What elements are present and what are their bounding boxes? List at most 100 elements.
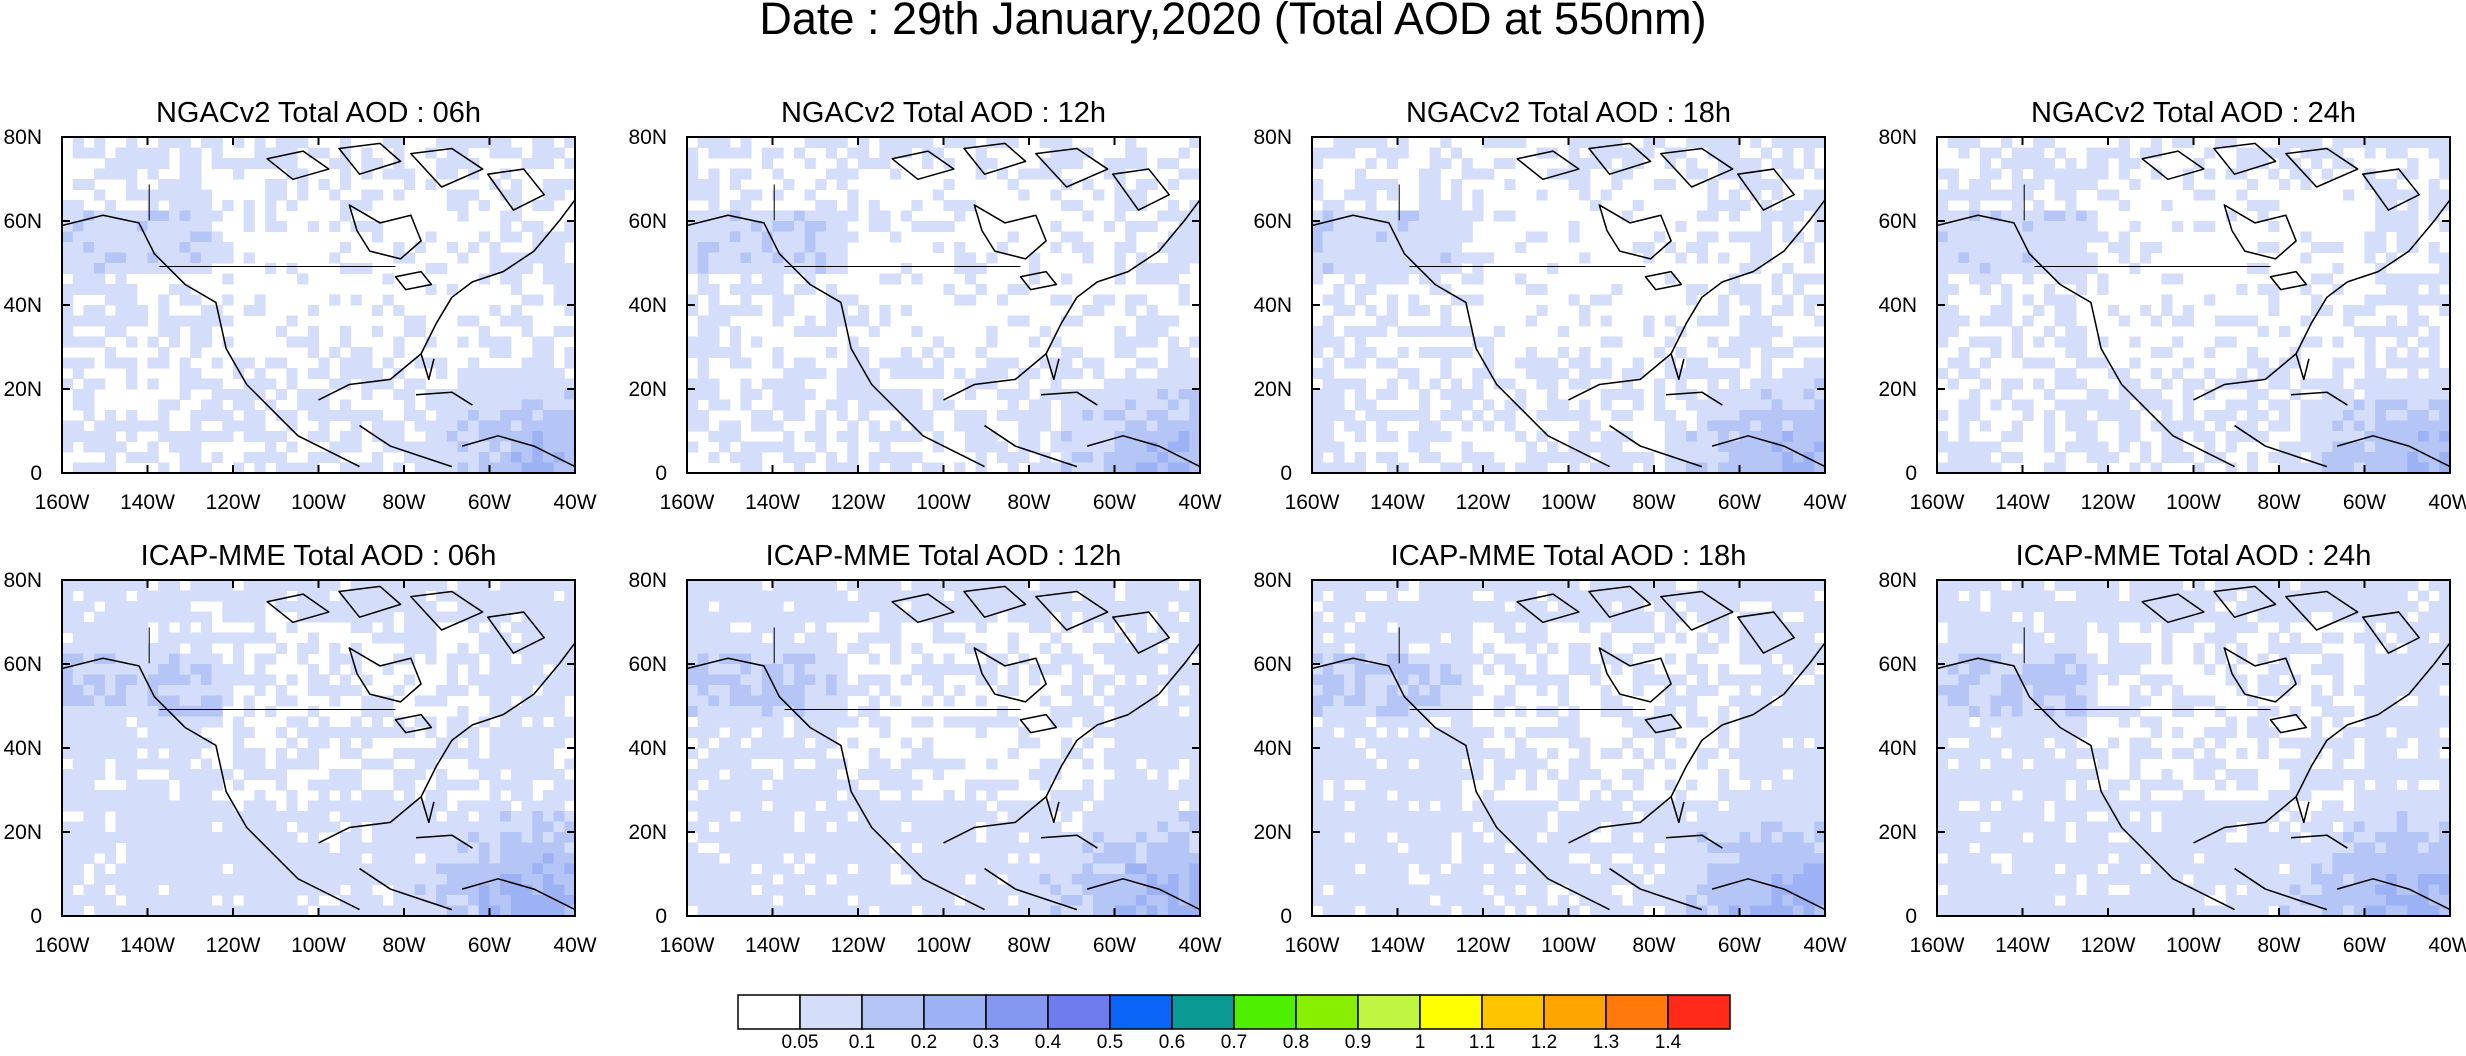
aod-cell (1969, 336, 1981, 348)
aod-cell (425, 790, 437, 801)
aod-cell (275, 884, 287, 896)
aod-cell (329, 410, 341, 421)
aod-cell (858, 580, 870, 591)
aod-cell (2011, 420, 2023, 432)
aod-cell (1429, 168, 1441, 180)
aod-cell (1718, 294, 1730, 306)
aod-cell (446, 431, 458, 442)
aod-cell (265, 431, 277, 442)
aod-cell (542, 452, 555, 463)
aod-cell (1728, 420, 1740, 432)
aod-cell (286, 874, 298, 885)
aod-cell (1803, 420, 1815, 432)
aod-cell (318, 590, 330, 602)
aod-cell (468, 242, 480, 253)
aod-cell (510, 431, 523, 442)
aod-cell (697, 263, 709, 274)
aod-cell (478, 685, 490, 696)
aod-cell (932, 336, 944, 348)
aod-cell (751, 221, 763, 232)
aod-cell (1750, 263, 1762, 274)
aod-cell (542, 263, 555, 274)
aod-cell (1365, 263, 1377, 274)
aod-cell (211, 653, 223, 665)
aod-cell (307, 832, 319, 843)
aod-cell (2075, 242, 2088, 253)
aod-cell (83, 252, 95, 264)
aod-cell (1525, 441, 1537, 453)
aod-cell (1007, 601, 1019, 612)
aod-cell (1189, 389, 1201, 400)
aod-cell (687, 347, 699, 358)
aod-cell (2311, 452, 2323, 463)
aod-cell (532, 695, 544, 707)
aod-cell (510, 821, 523, 833)
aod-cell (890, 590, 902, 602)
aod-cell (783, 410, 795, 421)
aod-cell (393, 368, 405, 379)
aod-cell (708, 284, 720, 295)
aod-cell (2140, 147, 2152, 159)
aod-cell (2279, 441, 2291, 453)
aod-cell (126, 231, 138, 243)
aod-cell (1472, 389, 1484, 400)
aod-cell (542, 137, 555, 148)
aod-cell (553, 368, 565, 379)
aod-cell (1750, 336, 1762, 348)
x-tick-label: 100W (1541, 491, 1596, 514)
aod-cell (254, 874, 266, 885)
aod-cell (783, 632, 795, 644)
aod-cell (404, 643, 416, 654)
aod-cell (1536, 378, 1548, 390)
aod-cell (1007, 399, 1019, 411)
aod-cell (94, 580, 106, 591)
aod-cell (761, 242, 773, 253)
aod-cell (1632, 399, 1644, 411)
aod-cell (1643, 315, 1655, 327)
aod-cell (1322, 431, 1334, 442)
aod-cell (1125, 368, 1137, 379)
aod-cell (297, 336, 309, 348)
aod-cell (1947, 263, 1959, 274)
aod-cell (371, 758, 384, 770)
aod-cell (708, 326, 720, 337)
aod-cell (371, 378, 384, 390)
aod-cell (1686, 284, 1698, 295)
aod-cell (1686, 389, 1698, 400)
aod-cell (158, 706, 170, 717)
aod-cell (2246, 263, 2259, 274)
aod-cell (793, 389, 806, 400)
aod-cell (361, 200, 373, 211)
aod-cell (1397, 410, 1409, 421)
aod-cell (115, 242, 127, 253)
aod-cell (478, 462, 490, 474)
aod-cell (436, 263, 448, 274)
aod-cell (2225, 431, 2237, 442)
aod-cell (553, 779, 565, 791)
aod-cell (339, 137, 352, 148)
aod-cell (532, 221, 544, 232)
aod-cell (1312, 452, 1324, 463)
aod-cell (158, 242, 170, 253)
aod-cell (825, 315, 838, 327)
aod-cell (1018, 431, 1030, 442)
aod-cell (168, 695, 181, 707)
aod-cell (825, 200, 838, 211)
aod-cell (1135, 695, 1148, 707)
aod-cell (158, 221, 170, 232)
aod-cell (1354, 210, 1366, 222)
aod-cell (425, 336, 437, 348)
aod-cell (2140, 441, 2152, 453)
aod-cell (478, 420, 490, 432)
aod-cell (457, 779, 469, 791)
aod-cell (1029, 252, 1041, 264)
aod-cell (975, 622, 987, 633)
aod-cell (815, 242, 827, 253)
aod-cell (136, 420, 148, 432)
aod-cell (1739, 399, 1751, 411)
aod-cell (414, 242, 426, 253)
aod-cell (542, 410, 555, 421)
aod-cell (1493, 158, 1505, 169)
aod-cell (858, 632, 870, 644)
